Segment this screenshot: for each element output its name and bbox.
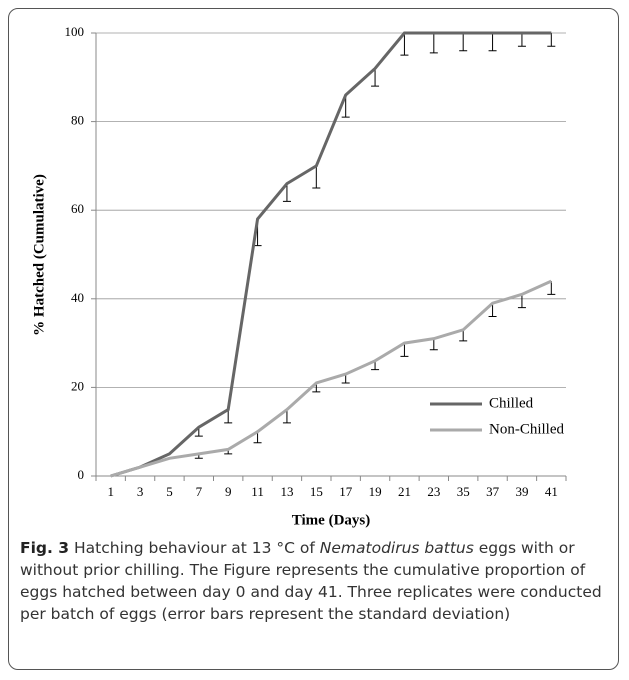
- x-tick-label: 21: [398, 484, 411, 499]
- caption-text: Hatching behaviour at 13 °C of: [69, 539, 320, 557]
- x-axis-label: Time (Days): [292, 512, 370, 528]
- error-bar: [488, 303, 497, 318]
- error-bar: [517, 294, 526, 309]
- x-tick-label: 5: [166, 484, 173, 499]
- x-tick-label: 41: [545, 484, 558, 499]
- y-tick-label: 20: [71, 378, 84, 393]
- x-tick-label: 23: [427, 484, 440, 499]
- x-tick-label: 37: [486, 484, 500, 499]
- error-bar: [517, 33, 526, 47]
- caption-text: eggs with or without prior chilling. The…: [20, 539, 602, 623]
- error-bar: [253, 431, 262, 444]
- error-bar: [400, 33, 409, 56]
- error-bar: [371, 68, 380, 87]
- error-bar: [429, 338, 438, 351]
- x-tick-label: 17: [339, 484, 353, 499]
- legend-label: Chilled: [489, 395, 534, 411]
- x-tick-label: 9: [225, 484, 232, 499]
- x-tick-label: 1: [107, 484, 114, 499]
- caption: Fig. 3 Hatching behaviour at 13 °C of Ne…: [20, 537, 610, 625]
- y-tick-label: 100: [65, 24, 85, 39]
- chart: % Hatched (Cumulative) Time (Days) 0 20 40…: [31, 24, 567, 528]
- y-axis-label: % Hatched (Cumulative): [31, 174, 47, 336]
- x-tick-label: 13: [280, 484, 293, 499]
- y-tick-label: 60: [71, 201, 84, 216]
- x-tick-label: 39: [515, 484, 528, 499]
- x-tick-label: 35: [457, 484, 470, 499]
- error-bar: [459, 329, 468, 342]
- caption-label: Fig. 3: [20, 539, 70, 557]
- series-line: [110, 279, 552, 478]
- error-bar: [282, 409, 291, 424]
- y-tick-label: 40: [71, 290, 84, 305]
- x-tick-label: 11: [251, 484, 264, 499]
- x-tick-label: 3: [137, 484, 144, 499]
- x-tick-label: 7: [196, 484, 203, 499]
- legend-label: Non-Chilled: [489, 421, 564, 437]
- y-tick-label: 80: [71, 113, 84, 128]
- caption-species: Nematodirus battus: [319, 539, 474, 557]
- figure-frame: [8, 8, 619, 670]
- error-bar: [312, 165, 321, 189]
- error-bar: [459, 33, 468, 52]
- error-bar: [547, 281, 556, 295]
- x-tick-label: 19: [369, 484, 382, 499]
- error-bar: [429, 33, 438, 54]
- error-bar: [400, 343, 409, 357]
- error-bar: [224, 409, 233, 424]
- error-bar: [488, 33, 497, 52]
- error-bar: [282, 183, 291, 202]
- series-line: [110, 31, 552, 478]
- x-tick-label: 15: [310, 484, 323, 499]
- error-bar: [547, 33, 556, 47]
- y-tick-label: 0: [78, 467, 85, 482]
